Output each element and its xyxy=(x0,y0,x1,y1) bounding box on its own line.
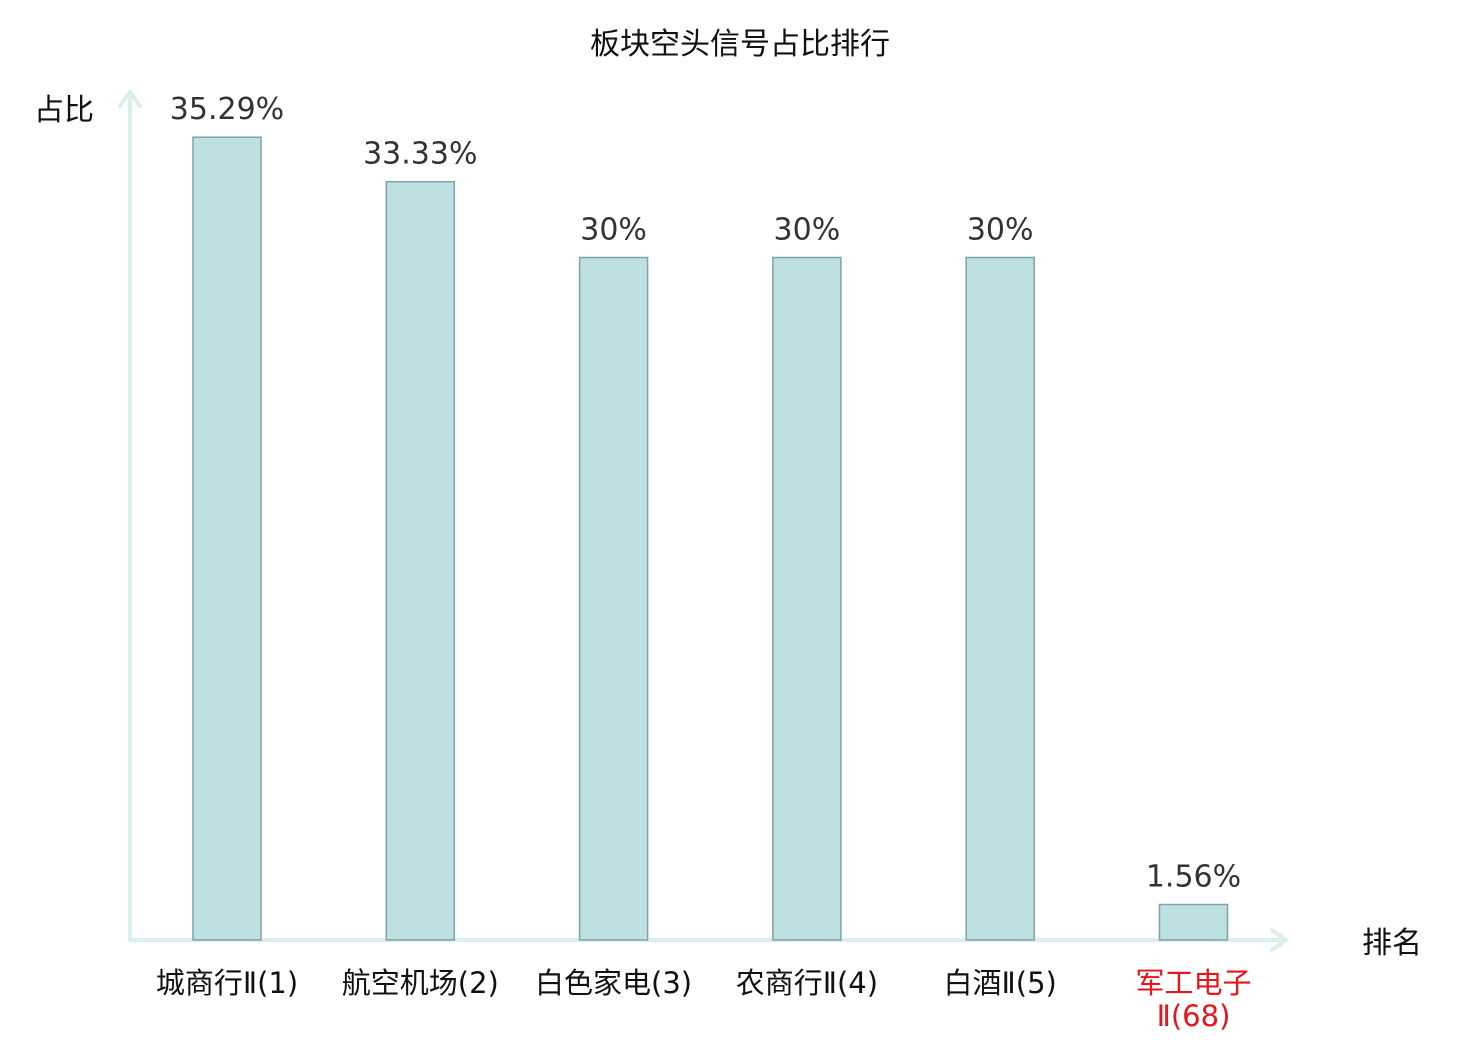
x-axis-label: 排名 xyxy=(1362,926,1422,961)
bar-1 xyxy=(385,180,456,941)
category-label-0: 城商行Ⅱ(1) xyxy=(156,966,298,1000)
x-axis-arrow-icon xyxy=(1270,928,1288,952)
category-label-1: 航空机场(2) xyxy=(342,966,499,1000)
category-label-line-0: 军工电子 xyxy=(1135,966,1251,1000)
axes xyxy=(118,90,1288,952)
y-axis-arrow-icon xyxy=(118,90,142,108)
category-label-4: 白酒Ⅱ(5) xyxy=(944,966,1057,1000)
value-label-3: 30% xyxy=(774,213,841,248)
category-label-2: 白色家电(3) xyxy=(535,966,692,1000)
bar-4 xyxy=(965,256,1035,941)
value-labels: 35.29% 33.33% 30% 30% 30% 1.56% xyxy=(170,92,1241,894)
bars xyxy=(192,136,1229,941)
bar-5 xyxy=(1158,903,1229,941)
y-axis-label: 占比 xyxy=(34,93,94,128)
value-label-2: 30% xyxy=(580,213,647,248)
value-label-5: 1.56% xyxy=(1146,860,1241,895)
category-label-5: 军工电子 Ⅱ(68) xyxy=(1135,966,1251,1033)
category-label-line-1: Ⅱ(68) xyxy=(1157,999,1231,1033)
chart-title: 板块空头信号占比排行 xyxy=(590,27,890,62)
value-label-0: 35.29% xyxy=(170,92,284,127)
category-labels: 城商行Ⅱ(1) 航空机场(2) 白色家电(3) 农商行Ⅱ(4) 白酒Ⅱ(5) 军工电子 Ⅱ(… xyxy=(156,966,1252,1033)
value-label-1: 33.33% xyxy=(363,137,477,172)
bar-0 xyxy=(192,136,262,941)
bar-2 xyxy=(578,256,649,941)
bar-3 xyxy=(772,256,842,941)
value-label-4: 30% xyxy=(967,213,1034,248)
category-label-3: 农商行Ⅱ(4) xyxy=(736,966,878,1000)
